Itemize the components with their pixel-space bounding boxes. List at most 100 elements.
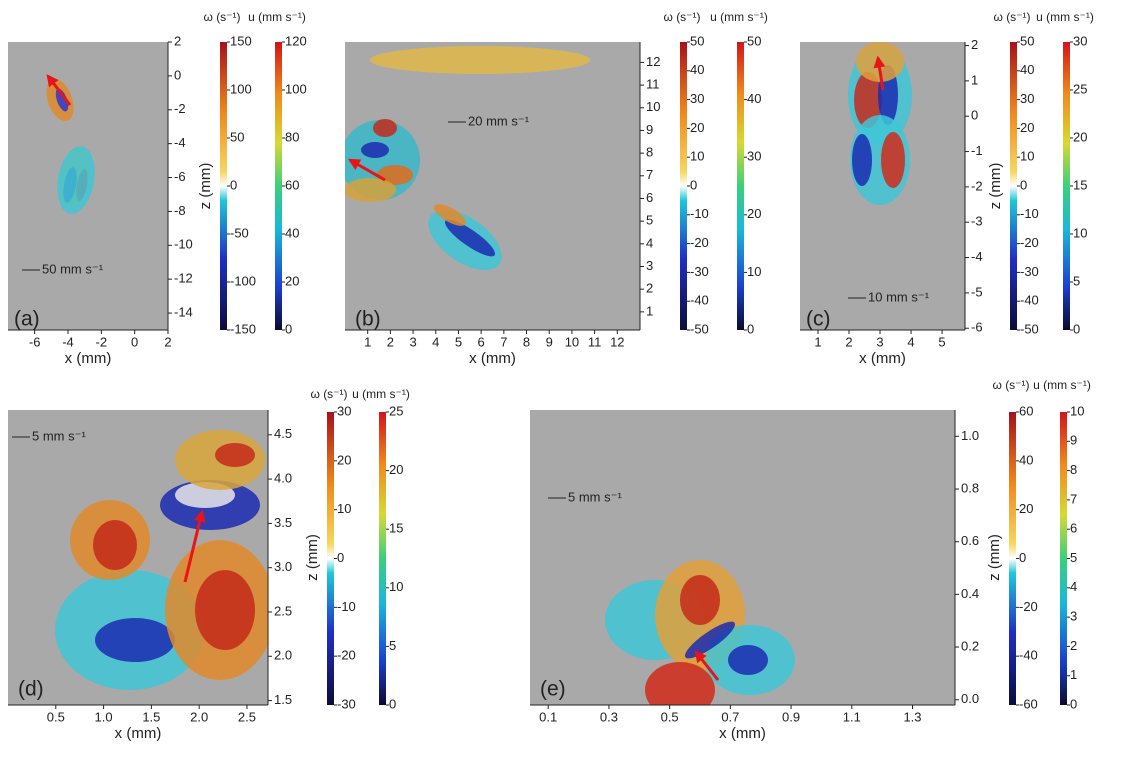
y-axis-label: z (mm) bbox=[304, 534, 321, 581]
y-tick-label: 4.5 bbox=[274, 426, 292, 441]
y-axis-label: z (mm) bbox=[987, 163, 1004, 210]
colorbar-tick-label: 9 bbox=[1070, 433, 1077, 448]
colorbar bbox=[220, 42, 227, 330]
x-tick-label: 0.7 bbox=[721, 709, 739, 724]
colorbar-tick-label: 50 bbox=[1020, 33, 1034, 48]
colorbar-tick-label: 5 bbox=[389, 638, 396, 653]
x-tick-label: 5 bbox=[455, 334, 462, 349]
colorbar-label: u (mm s⁻¹) bbox=[248, 10, 306, 24]
y-tick-label: 5 bbox=[646, 213, 653, 228]
colorbar-tick-label: 10 bbox=[690, 149, 704, 164]
colorbar-tick-label: 30 bbox=[1020, 91, 1034, 106]
colorbar-tick-label: 15 bbox=[1073, 177, 1087, 192]
colorbar-tick-label: 0 bbox=[230, 177, 237, 192]
colorbar-tick-label: 50 bbox=[690, 33, 704, 48]
colorbar-tick-label: 20 bbox=[690, 120, 704, 135]
x-tick-label: 0.3 bbox=[600, 709, 618, 724]
colorbar-tick-label: -40 bbox=[1019, 648, 1038, 663]
colorbar-tick-label: -30 bbox=[1020, 264, 1039, 279]
colorbar-tick-label: 30 bbox=[747, 149, 761, 164]
x-tick-label: 11 bbox=[588, 334, 602, 349]
vorticity-region bbox=[881, 132, 905, 188]
vorticity-region bbox=[55, 88, 69, 112]
colorbar-tick-label: 40 bbox=[747, 91, 761, 106]
vorticity-region bbox=[215, 443, 255, 467]
colorbar-tick-label: 10 bbox=[747, 264, 761, 279]
colorbar-tick-label: 1 bbox=[1070, 667, 1077, 682]
flow-overlay bbox=[46, 78, 95, 214]
colorbar-label: u (mm s⁻¹) bbox=[710, 10, 768, 24]
flow-overlay bbox=[605, 560, 795, 705]
x-tick-label: 2.5 bbox=[238, 709, 256, 724]
colorbar-tick-label: -50 bbox=[230, 225, 249, 240]
colorbar-label: u (mm s⁻¹) bbox=[352, 387, 410, 401]
colorbar-tick-label: 0 bbox=[747, 321, 754, 336]
colorbar-tick-label: 40 bbox=[285, 225, 299, 240]
y-tick-label: -2 bbox=[971, 178, 983, 193]
y-tick-label: 3.5 bbox=[274, 515, 292, 530]
direction-arrow bbox=[694, 650, 720, 681]
vorticity-region bbox=[373, 119, 397, 137]
vorticity-region bbox=[854, 72, 882, 128]
y-tick-label: -10 bbox=[174, 237, 193, 252]
y-tick-label: -8 bbox=[174, 203, 186, 218]
y-tick-label: 0.6 bbox=[961, 533, 979, 548]
colorbar-label: ω (s⁻¹) bbox=[310, 387, 347, 401]
vorticity-region bbox=[852, 134, 872, 186]
y-tick-label: -12 bbox=[174, 271, 193, 286]
panel-label: (d) bbox=[18, 678, 44, 701]
colorbar-tick-label: -150 bbox=[230, 321, 256, 336]
direction-arrow bbox=[46, 74, 72, 106]
y-tick-label: 0.2 bbox=[961, 638, 979, 653]
y-tick-label: 3 bbox=[646, 258, 653, 273]
y-tick-label: 0.8 bbox=[961, 480, 979, 495]
colorbar-tick-label: -10 bbox=[690, 206, 709, 221]
colorbar bbox=[1060, 412, 1067, 705]
colorbar-tick-label: -100 bbox=[230, 273, 256, 288]
y-tick-label: 1.5 bbox=[274, 692, 292, 707]
scale-label: 5 mm s⁻¹ bbox=[32, 428, 86, 443]
y-tick-label: 1 bbox=[646, 303, 653, 318]
colorbar-tick-label: 0 bbox=[1019, 550, 1026, 565]
panel-label: (c) bbox=[806, 308, 831, 331]
x-axis-label: x (mm) bbox=[859, 350, 906, 367]
colorbar-tick-label: 6 bbox=[1070, 521, 1077, 536]
y-tick-label: 4.0 bbox=[274, 471, 292, 486]
vorticity-region bbox=[93, 520, 137, 570]
y-tick-label: -4 bbox=[971, 249, 983, 264]
direction-arrow bbox=[347, 158, 386, 182]
x-tick-label: 8 bbox=[523, 334, 530, 349]
x-tick-label: 1 bbox=[364, 334, 371, 349]
direction-arrow bbox=[183, 509, 206, 583]
colorbar-tick-label: 0 bbox=[1020, 177, 1027, 192]
x-tick-label: 2 bbox=[845, 334, 852, 349]
x-tick-label: 9 bbox=[546, 334, 553, 349]
colorbar-tick-label: -10 bbox=[337, 599, 356, 614]
x-tick-label: 1.3 bbox=[903, 709, 921, 724]
colorbar-tick-label: 0 bbox=[337, 550, 344, 565]
x-tick-label: 0.1 bbox=[539, 709, 557, 724]
y-tick-label: 4 bbox=[646, 235, 653, 250]
colorbar-label: ω (s⁻¹) bbox=[203, 10, 240, 24]
y-tick-label: 11 bbox=[646, 77, 660, 92]
colorbar-tick-label: -20 bbox=[1019, 599, 1038, 614]
colorbar-tick-label: -40 bbox=[690, 293, 709, 308]
colorbar-tick-label: 25 bbox=[1073, 81, 1087, 96]
y-tick-label: 8 bbox=[646, 145, 653, 160]
colorbar-tick-label: 30 bbox=[690, 91, 704, 106]
colorbar-tick-label: 20 bbox=[389, 462, 403, 477]
x-tick-label: 7 bbox=[500, 334, 507, 349]
x-tick-label: 6 bbox=[478, 334, 485, 349]
colorbar-tick-label: 3 bbox=[1070, 609, 1077, 624]
colorbar bbox=[737, 42, 744, 330]
x-tick-label: 1.1 bbox=[843, 709, 861, 724]
colorbar-tick-label: 20 bbox=[285, 273, 299, 288]
x-tick-label: 1 bbox=[814, 334, 821, 349]
y-tick-label: -5 bbox=[971, 284, 983, 299]
x-axis-label: x (mm) bbox=[469, 350, 516, 367]
colorbar-tick-label: 30 bbox=[337, 403, 351, 418]
colorbar-tick-label: 0 bbox=[1073, 321, 1080, 336]
colorbar-tick-label: 10 bbox=[389, 579, 403, 594]
y-tick-label: 2 bbox=[971, 37, 978, 52]
